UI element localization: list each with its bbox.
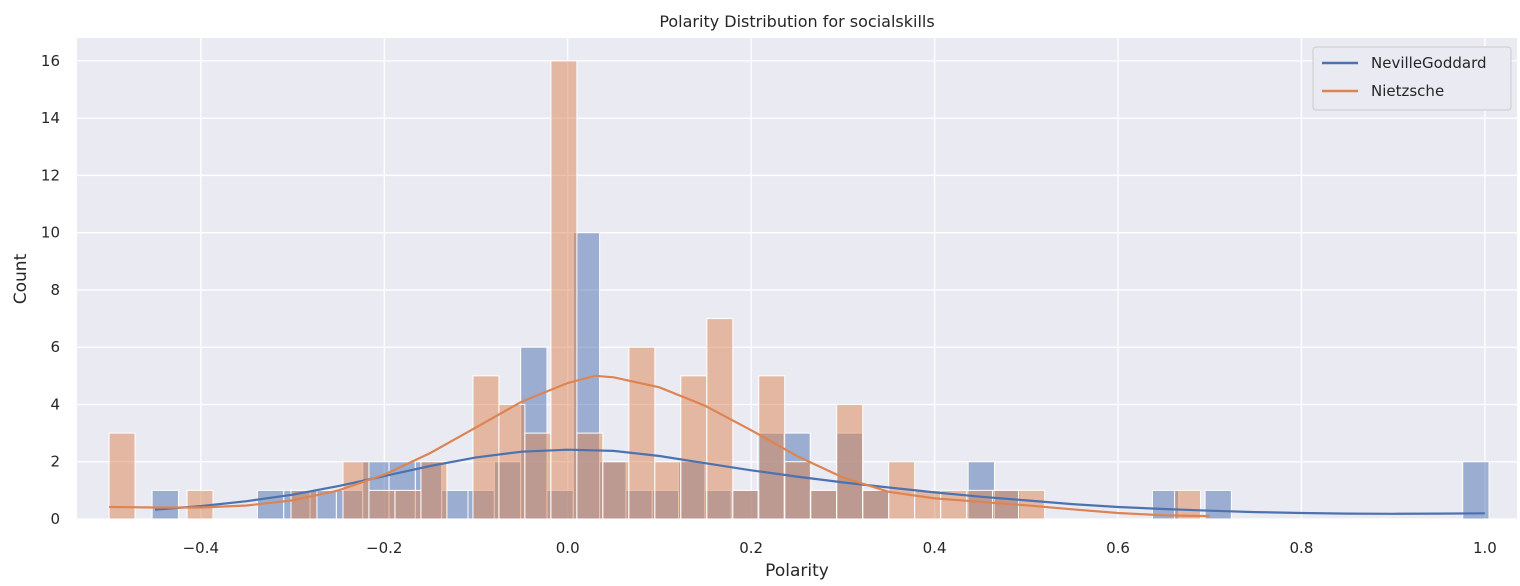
bar-nietzsche bbox=[472, 375, 500, 520]
bar-nietzsche bbox=[1174, 489, 1202, 520]
y-tick-label: 10 bbox=[41, 224, 60, 242]
bar-nevillegoddard bbox=[1462, 461, 1490, 520]
legend-box bbox=[1312, 46, 1512, 111]
bar-nietzsche bbox=[810, 489, 838, 520]
y-tick-label: 2 bbox=[50, 453, 60, 471]
bar-nietzsche bbox=[576, 432, 604, 520]
y-tick-label: 6 bbox=[50, 338, 60, 356]
x-tick-label: 0.8 bbox=[1290, 539, 1314, 557]
x-tick-label: 0.6 bbox=[1106, 539, 1130, 557]
y-tick-label: 0 bbox=[50, 510, 60, 528]
y-axis-label: Count bbox=[11, 253, 31, 304]
bar-nietzsche bbox=[836, 403, 864, 520]
bar-nietzsche bbox=[420, 461, 448, 520]
legend-label-neville-goddard: NevilleGoddard bbox=[1371, 54, 1487, 72]
bar-nietzsche bbox=[524, 432, 552, 520]
y-tick-labels: 0 2 4 6 8 10 12 14 16 bbox=[41, 52, 60, 528]
y-tick-label: 8 bbox=[50, 281, 60, 299]
kde-line-nietzsche bbox=[109, 374, 1210, 518]
x-tick-label: −0.2 bbox=[366, 539, 402, 557]
bar-nietzsche bbox=[862, 489, 890, 520]
bar-nietzsche bbox=[368, 489, 396, 520]
x-tick-label: 1.0 bbox=[1473, 539, 1497, 557]
x-tick-label: −0.4 bbox=[183, 539, 219, 557]
x-axis-label: Polarity bbox=[765, 561, 829, 581]
bar-nietzsche bbox=[914, 489, 942, 520]
kde-curves bbox=[109, 374, 1485, 518]
x-tick-label: 0.4 bbox=[923, 539, 947, 557]
bar-nietzsche bbox=[394, 489, 422, 520]
legend-label-nietzsche: Nietzsche bbox=[1371, 82, 1444, 100]
bar-nietzsche bbox=[732, 489, 760, 520]
bar-nevillegoddard bbox=[1204, 489, 1232, 520]
bar-nietzsche bbox=[550, 60, 578, 520]
x-tick-labels: −0.4 −0.2 0.0 0.2 0.4 0.6 0.8 1.0 bbox=[183, 539, 1497, 557]
y-tick-label: 14 bbox=[41, 109, 60, 127]
bar-nietzsche bbox=[628, 346, 656, 520]
bar-nietzsche bbox=[498, 403, 526, 520]
bar-nietzsche bbox=[784, 461, 812, 520]
chart-title: Polarity Distribution for socialskills bbox=[659, 12, 934, 31]
bar-nietzsche bbox=[342, 461, 370, 520]
bar-nietzsche bbox=[680, 375, 708, 520]
bar-nietzsche bbox=[654, 461, 682, 520]
bar-nietzsche bbox=[602, 461, 630, 520]
y-tick-label: 16 bbox=[41, 52, 60, 70]
y-tick-label: 12 bbox=[41, 166, 60, 184]
y-tick-label: 4 bbox=[50, 395, 60, 413]
x-tick-label: 0.0 bbox=[556, 539, 580, 557]
bar-nietzsche bbox=[966, 489, 994, 520]
x-tick-label: 0.2 bbox=[739, 539, 763, 557]
bar-nietzsche bbox=[108, 432, 136, 520]
bar-nevillegoddard bbox=[151, 489, 179, 520]
legend: NevilleGoddard Nietzsche bbox=[1312, 46, 1512, 111]
